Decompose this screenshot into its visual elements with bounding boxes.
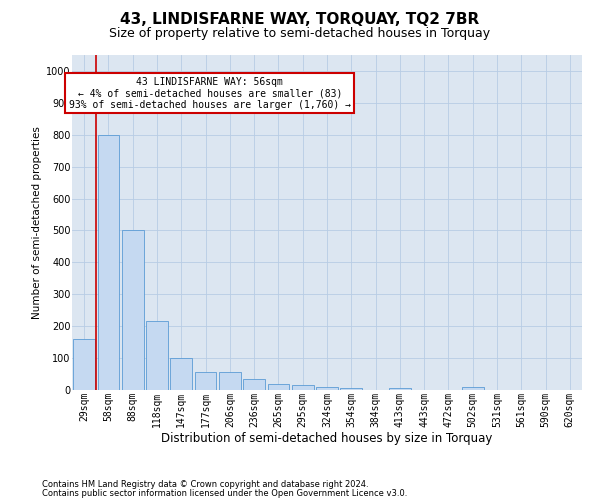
Bar: [146, 322, 168, 390]
Bar: [340, 388, 362, 390]
Text: Contains public sector information licensed under the Open Government Licence v3: Contains public sector information licen…: [42, 490, 407, 498]
Bar: [194, 372, 217, 390]
Bar: [97, 135, 119, 390]
Bar: [243, 379, 265, 390]
Bar: [316, 387, 338, 390]
Bar: [170, 358, 192, 390]
Text: Contains HM Land Registry data © Crown copyright and database right 2024.: Contains HM Land Registry data © Crown c…: [42, 480, 368, 489]
Bar: [292, 385, 314, 390]
Bar: [389, 388, 411, 390]
Y-axis label: Number of semi-detached properties: Number of semi-detached properties: [32, 126, 42, 319]
Bar: [219, 372, 241, 390]
Bar: [73, 339, 95, 390]
Text: 43, LINDISFARNE WAY, TORQUAY, TQ2 7BR: 43, LINDISFARNE WAY, TORQUAY, TQ2 7BR: [121, 12, 479, 28]
Bar: [268, 384, 289, 390]
Text: 43 LINDISFARNE WAY: 56sqm
← 4% of semi-detached houses are smaller (83)
93% of s: 43 LINDISFARNE WAY: 56sqm ← 4% of semi-d…: [69, 77, 351, 110]
Text: Size of property relative to semi-detached houses in Torquay: Size of property relative to semi-detach…: [109, 28, 491, 40]
X-axis label: Distribution of semi-detached houses by size in Torquay: Distribution of semi-detached houses by …: [161, 432, 493, 445]
Bar: [122, 230, 143, 390]
Bar: [462, 387, 484, 390]
